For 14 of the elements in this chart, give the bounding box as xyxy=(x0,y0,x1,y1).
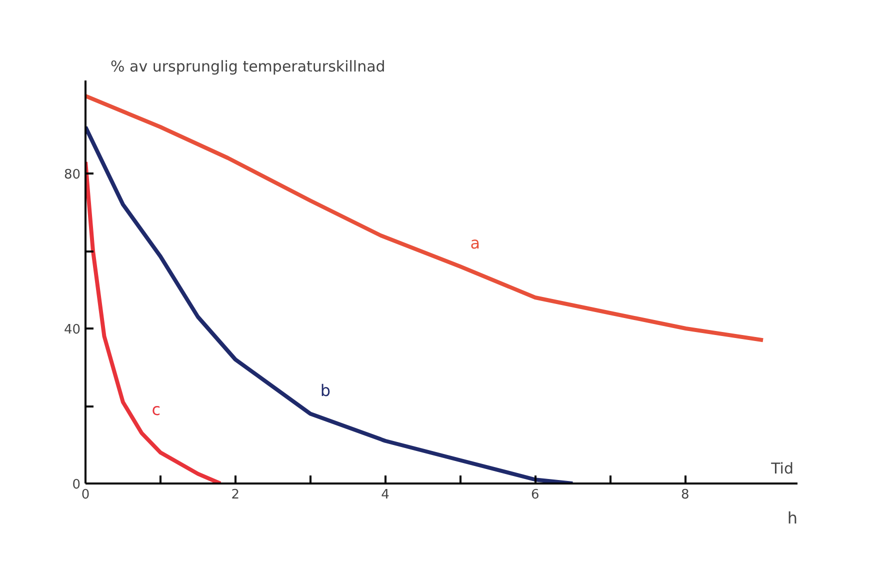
line-series xyxy=(86,94,766,342)
x-tick-label: 8 xyxy=(680,488,690,502)
y-axis-title: % av ursprunglig temperaturskillnad xyxy=(110,58,386,76)
series-label: a xyxy=(470,234,480,252)
x-axis-title: Tid xyxy=(770,460,794,478)
y-tick-label: 0 xyxy=(72,478,81,492)
x-tick-label: 6 xyxy=(531,488,540,502)
x-tick-label: 2 xyxy=(231,488,240,502)
series-label: b xyxy=(320,380,330,400)
x-tick-label: 4 xyxy=(381,488,390,502)
text: h xyxy=(787,508,798,528)
y-tick-label: 40 xyxy=(64,322,81,338)
y-tick-label: 80 xyxy=(64,168,81,182)
series-label: c xyxy=(152,400,161,420)
